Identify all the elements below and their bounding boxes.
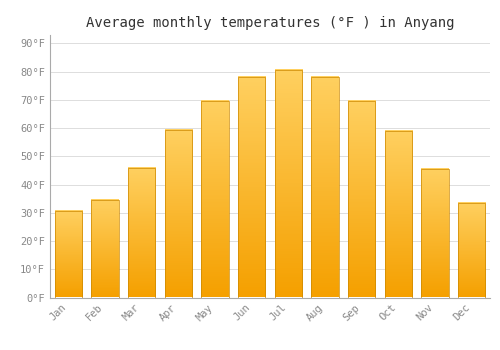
Bar bbox=[201, 102, 229, 298]
Bar bbox=[348, 102, 376, 298]
Bar bbox=[274, 70, 302, 298]
Bar bbox=[91, 200, 119, 298]
Bar bbox=[164, 130, 192, 298]
Bar bbox=[54, 211, 82, 298]
Bar bbox=[421, 169, 448, 298]
Bar bbox=[128, 168, 156, 298]
Title: Average monthly temperatures (°F ) in Anyang: Average monthly temperatures (°F ) in An… bbox=[86, 16, 454, 30]
Bar bbox=[384, 131, 412, 298]
Bar bbox=[238, 77, 266, 298]
Bar bbox=[311, 77, 339, 298]
Bar bbox=[458, 203, 485, 298]
